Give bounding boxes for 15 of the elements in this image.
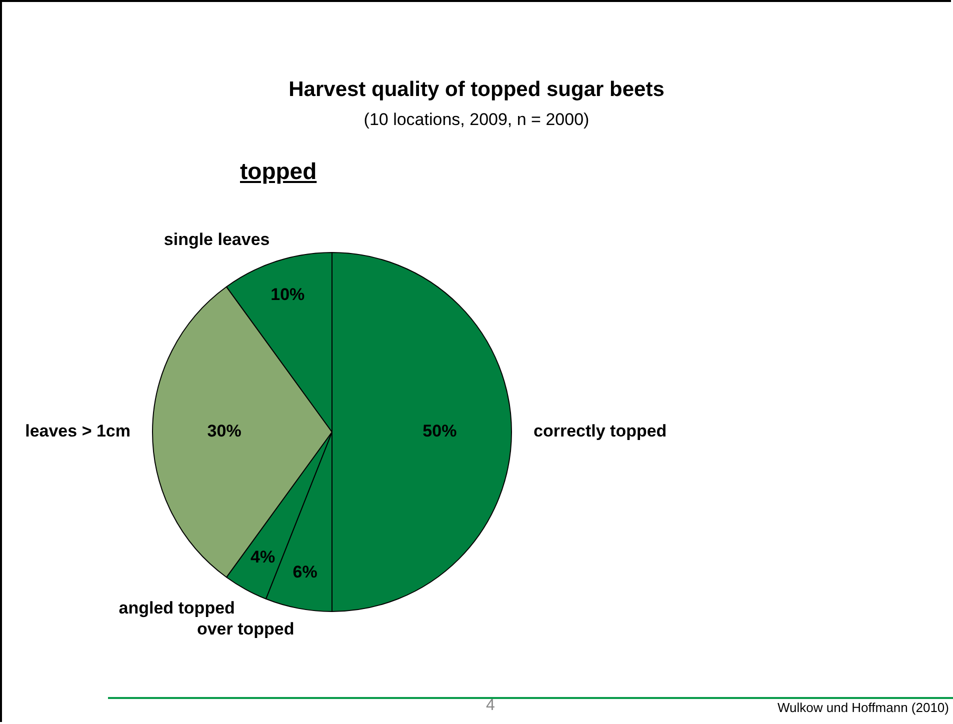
slice-label: angled topped bbox=[118, 598, 235, 618]
text: Wulkow und Hoffmann (2010) bbox=[777, 700, 949, 715]
text: 4 bbox=[486, 697, 495, 715]
chart-title: Harvest quality of topped sugar beets bbox=[288, 78, 666, 102]
slice-label: leaves > 1cm bbox=[25, 422, 130, 441]
data-label: 6% bbox=[292, 562, 318, 582]
data-label: 10% bbox=[270, 285, 305, 304]
slice-label: single leaves bbox=[164, 230, 270, 250]
slice-label: correctly topped bbox=[534, 422, 667, 441]
data-label: 30% bbox=[207, 422, 242, 441]
chart-subtitle: (10 locations, 2009, n = 2000) bbox=[362, 110, 590, 130]
text: topped bbox=[240, 158, 317, 185]
data-label: 4% bbox=[250, 548, 276, 567]
slice-label: over topped bbox=[196, 620, 294, 639]
data-label: 50% bbox=[422, 422, 457, 441]
